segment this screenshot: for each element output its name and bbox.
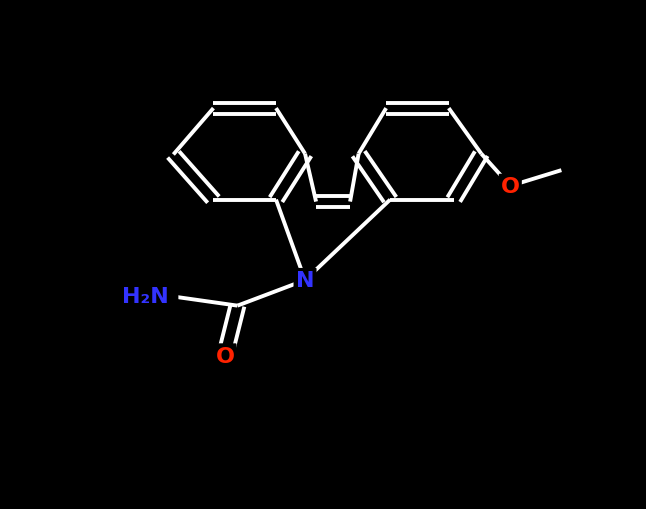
Text: N: N bbox=[296, 271, 315, 291]
FancyBboxPatch shape bbox=[213, 344, 236, 368]
FancyBboxPatch shape bbox=[131, 284, 178, 308]
FancyBboxPatch shape bbox=[499, 175, 522, 199]
Text: H₂N: H₂N bbox=[121, 286, 169, 306]
Text: O: O bbox=[501, 177, 520, 196]
FancyBboxPatch shape bbox=[293, 268, 317, 293]
Text: O: O bbox=[215, 346, 234, 366]
